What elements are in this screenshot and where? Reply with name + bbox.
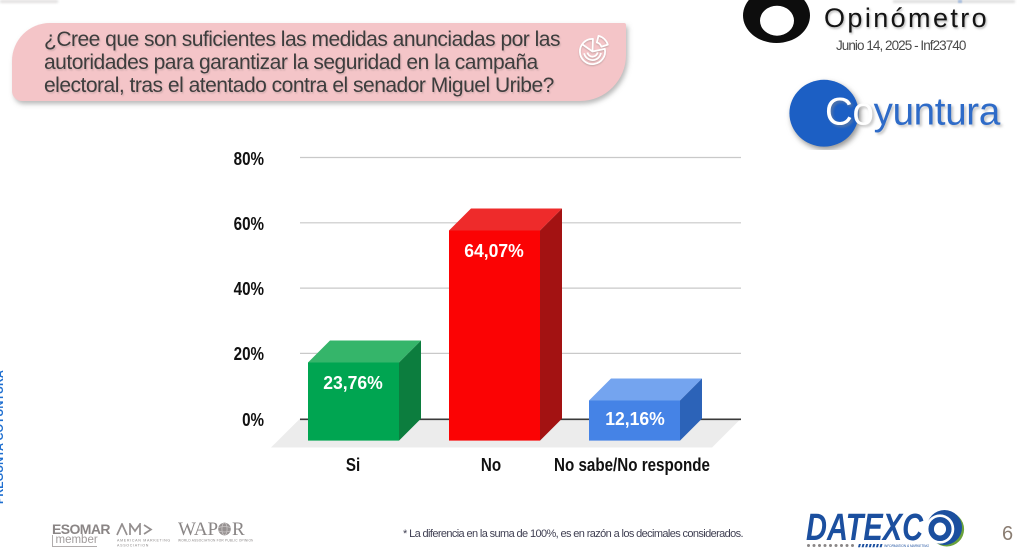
svg-text:WORLD ASSOCIATION FOR PUBLIC O: WORLD ASSOCIATION FOR PUBLIC OPINION RES… — [178, 539, 253, 543]
svg-text:WAP: WAP — [178, 519, 218, 540]
svg-text:AMERICAN MARKETING: AMERICAN MARKETING — [117, 539, 171, 543]
svg-text:R: R — [232, 519, 245, 540]
svg-text:INFORMATION & MARKETING: INFORMATION & MARKETING — [884, 544, 929, 548]
svg-text:Coyuntura: Coyuntura — [825, 90, 1001, 133]
svg-text:ASSOCIATION: ASSOCIATION — [117, 544, 149, 548]
svg-text:PREGUNTA COYUNTURA: PREGUNTA COYUNTURA — [0, 370, 6, 504]
